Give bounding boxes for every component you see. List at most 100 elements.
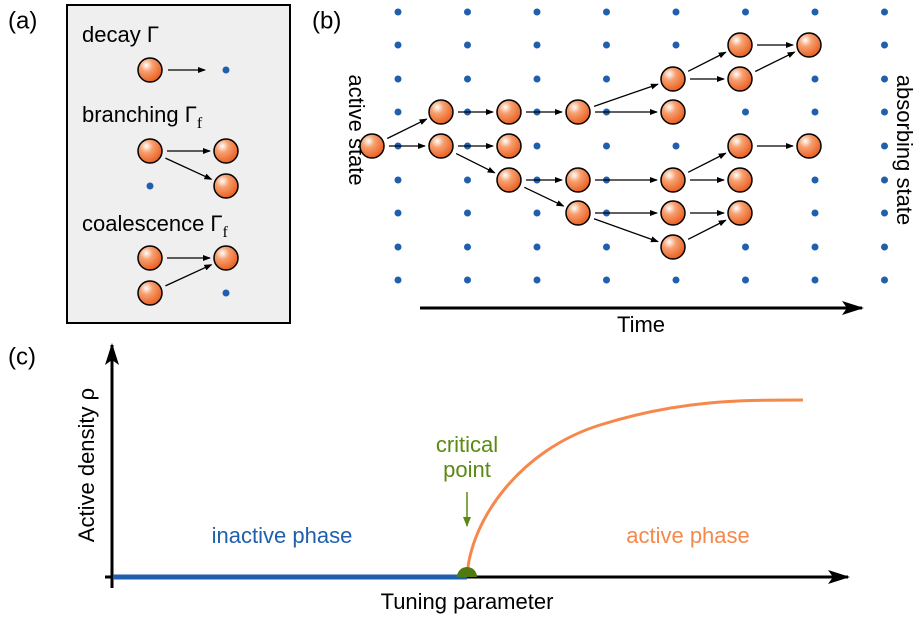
- site: [742, 244, 749, 251]
- active-curve: [467, 400, 803, 577]
- critical-label: point: [443, 457, 491, 482]
- particle: [797, 134, 821, 158]
- particle: [566, 168, 590, 192]
- diagram: (a) (b) (c) decay Γ branching Γf coalesc…: [8, 5, 917, 614]
- site: [603, 277, 610, 284]
- axis-label: Active density ρ: [74, 388, 99, 542]
- site: [395, 244, 402, 251]
- site: [223, 290, 230, 297]
- arrow: [688, 52, 726, 71]
- particle: [138, 58, 162, 82]
- panel-label: (a): [8, 7, 37, 34]
- particle: [797, 33, 821, 57]
- arrow: [688, 220, 726, 239]
- site: [603, 143, 610, 150]
- site: [464, 76, 471, 83]
- arrow: [755, 52, 794, 71]
- particle: [728, 134, 752, 158]
- site: [534, 244, 541, 251]
- particle: [429, 134, 453, 158]
- site: [881, 9, 888, 16]
- particle: [497, 100, 521, 124]
- process-label: decay Γ: [82, 22, 159, 47]
- site: [395, 210, 402, 217]
- particle: [497, 168, 521, 192]
- arrow: [456, 154, 494, 173]
- site: [673, 42, 680, 49]
- site: [812, 210, 819, 217]
- site: [673, 277, 680, 284]
- particle: [138, 246, 162, 270]
- panel-label: (b): [312, 7, 341, 34]
- site: [395, 42, 402, 49]
- site: [742, 9, 749, 16]
- site: [673, 9, 680, 16]
- arrow: [594, 219, 658, 242]
- site: [742, 277, 749, 284]
- particle: [214, 174, 238, 198]
- site: [812, 177, 819, 184]
- site: [534, 143, 541, 150]
- site: [464, 177, 471, 184]
- particle: [661, 168, 685, 192]
- critical-label: critical: [436, 432, 498, 457]
- site: [603, 9, 610, 16]
- particle: [661, 67, 685, 91]
- particle: [214, 246, 238, 270]
- site: [673, 143, 680, 150]
- site: [881, 177, 888, 184]
- site: [881, 210, 888, 217]
- axis-label: Tuning parameter: [381, 589, 554, 614]
- particle: [429, 100, 453, 124]
- site: [812, 76, 819, 83]
- site: [603, 76, 610, 83]
- site: [881, 109, 888, 116]
- subscript: f: [197, 115, 203, 132]
- figure: (a) (b) (c) decay Γ branching Γf coalesc…: [0, 0, 919, 617]
- site: [812, 109, 819, 116]
- particle: [138, 281, 162, 305]
- site: [881, 277, 888, 284]
- arrow: [387, 119, 426, 138]
- site: [534, 210, 541, 217]
- critical-dot: [457, 567, 477, 577]
- site: [464, 9, 471, 16]
- site: [881, 76, 888, 83]
- particle: [497, 134, 521, 158]
- particle: [728, 67, 752, 91]
- particle: [661, 100, 685, 124]
- site: [812, 9, 819, 16]
- particle: [360, 134, 384, 158]
- subscript: f: [223, 224, 229, 241]
- particle: [728, 201, 752, 225]
- site: [534, 9, 541, 16]
- particle: [138, 139, 162, 163]
- phase-label: active phase: [626, 523, 750, 548]
- site: [534, 76, 541, 83]
- site: [812, 277, 819, 284]
- site: [603, 42, 610, 49]
- site: [603, 244, 610, 251]
- site: [534, 42, 541, 49]
- site: [223, 67, 230, 74]
- particle: [566, 100, 590, 124]
- particle: [661, 201, 685, 225]
- site: [464, 244, 471, 251]
- site: [395, 109, 402, 116]
- panel-label: (c): [8, 343, 36, 370]
- arrow: [594, 84, 658, 106]
- phase-label: inactive phase: [212, 523, 353, 548]
- site: [534, 277, 541, 284]
- site: [812, 244, 819, 251]
- particle: [728, 168, 752, 192]
- site: [395, 277, 402, 284]
- site: [881, 42, 888, 49]
- process-label: coalescence Γ: [82, 211, 223, 236]
- site: [881, 244, 888, 251]
- particle: [214, 139, 238, 163]
- axis-label: active state: [344, 74, 369, 185]
- particle: [661, 235, 685, 259]
- site: [464, 277, 471, 284]
- arrow: [688, 153, 726, 172]
- site: [395, 177, 402, 184]
